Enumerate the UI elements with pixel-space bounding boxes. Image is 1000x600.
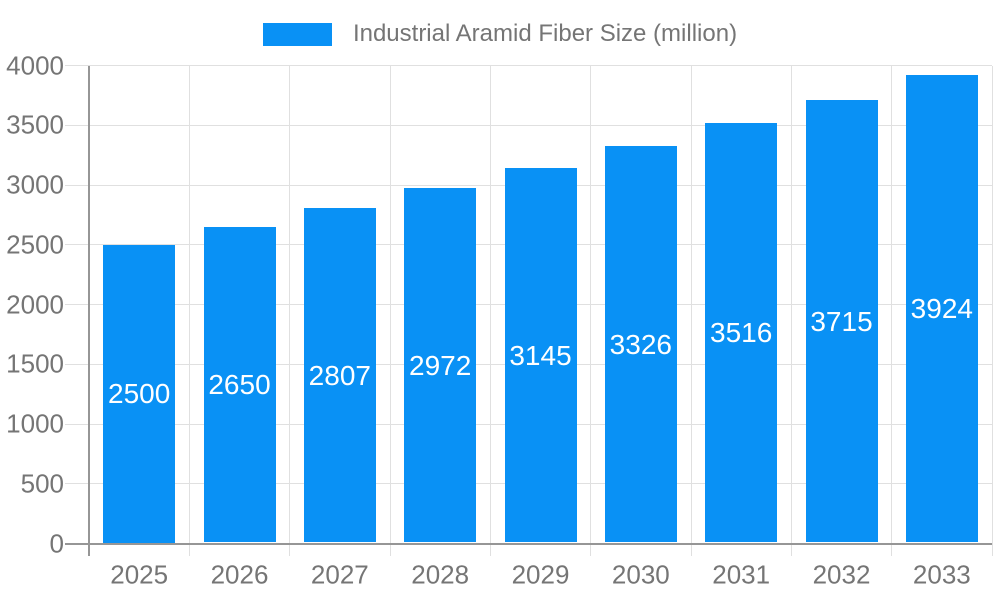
bar-value-label-2028: 2972 (409, 349, 472, 381)
x-axis-tick-label-2028: 2028 (411, 559, 470, 590)
x-gridline (690, 65, 692, 556)
x-gridline (389, 65, 391, 556)
bar-value-label-2029: 3145 (509, 339, 572, 371)
bar-value-label-2027: 2807 (308, 359, 371, 391)
bar-2025[interactable] (103, 244, 176, 543)
y-axis-line (88, 65, 90, 556)
bar-value-label-2031: 3516 (710, 317, 773, 349)
x-axis-tick-label-2027: 2027 (310, 559, 369, 590)
y-axis-tick-label: 1500 (6, 348, 64, 379)
bar-2029[interactable] (504, 167, 577, 543)
bar-value-label-2033: 3924 (910, 293, 973, 325)
y-axis-tick-label: 0 (49, 528, 64, 558)
bar-2028[interactable] (404, 188, 477, 543)
bar-2033[interactable] (905, 74, 978, 543)
bar-value-label-2032: 3715 (810, 305, 873, 337)
x-gridline (489, 65, 491, 556)
bar-2030[interactable] (604, 146, 677, 543)
bar-2031[interactable] (705, 123, 778, 543)
y-axis-tick-label: 3500 (6, 109, 64, 140)
y-axis-tick-label: 2500 (6, 229, 64, 260)
x-gridline (590, 65, 592, 556)
x-axis-tick-label-2025: 2025 (110, 559, 169, 590)
y-axis-tick-label: 4000 (6, 50, 64, 80)
y-axis-tick-label: 2000 (6, 289, 64, 319)
x-axis-tick-label-2033: 2033 (912, 559, 971, 590)
x-gridline (790, 65, 792, 556)
y-axis-tick-label: 1000 (6, 408, 64, 439)
bar-2027[interactable] (303, 208, 376, 543)
bar-2032[interactable] (805, 99, 878, 543)
x-gridline (991, 65, 993, 556)
bar-value-label-2026: 2650 (208, 369, 271, 401)
x-gridline (891, 65, 893, 556)
y-gridline (65, 65, 992, 66)
legend[interactable]: Industrial Aramid Fiber Size (million) (0, 22, 1000, 46)
legend-label: Industrial Aramid Fiber Size (million) (352, 20, 738, 47)
y-gridline (65, 124, 992, 126)
bar-value-label-2030: 3326 (609, 328, 672, 360)
bar-value-label-2025: 2500 (108, 378, 171, 410)
x-axis-line (65, 542, 992, 545)
x-axis-tick-label-2029: 2029 (511, 559, 570, 590)
x-axis-tick-label-2031: 2031 (712, 559, 771, 590)
x-axis-tick-label-2030: 2030 (611, 559, 670, 590)
x-gridline (188, 65, 190, 556)
legend-swatch-icon (262, 22, 332, 46)
y-axis-tick-label: 3000 (6, 169, 64, 200)
y-axis-tick-label: 500 (20, 468, 64, 499)
x-axis-tick-label-2032: 2032 (812, 559, 871, 590)
bar-2026[interactable] (203, 226, 276, 543)
x-gridline (289, 65, 291, 556)
x-axis-tick-label-2026: 2026 (210, 559, 269, 590)
